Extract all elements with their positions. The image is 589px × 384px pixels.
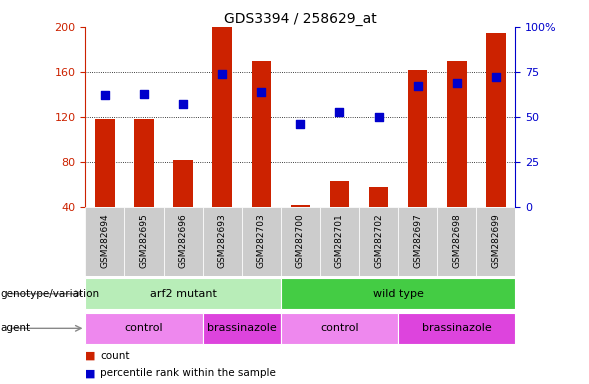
Point — [257, 89, 266, 95]
Text: GSM282696: GSM282696 — [178, 213, 188, 268]
Bar — [252, 61, 271, 207]
Text: GSM282693: GSM282693 — [218, 213, 227, 268]
Point — [217, 71, 227, 77]
Bar — [241, 207, 281, 276]
Bar — [369, 187, 388, 207]
Text: wild type: wild type — [373, 289, 423, 299]
Text: brassinazole: brassinazole — [422, 323, 492, 333]
Bar — [486, 33, 505, 207]
Text: brassinazole: brassinazole — [207, 323, 277, 333]
Bar — [281, 207, 320, 276]
Point — [335, 109, 344, 115]
Text: ■: ■ — [85, 368, 100, 378]
Point — [178, 101, 188, 108]
Text: ■: ■ — [85, 351, 100, 361]
Text: GSM282695: GSM282695 — [140, 213, 148, 268]
Bar — [359, 207, 398, 276]
Text: GSM282703: GSM282703 — [257, 213, 266, 268]
Bar — [213, 27, 232, 207]
Bar — [290, 205, 310, 207]
Bar — [320, 207, 359, 276]
Bar — [203, 313, 281, 344]
Bar — [330, 181, 349, 207]
Point — [140, 91, 149, 97]
Text: GSM282700: GSM282700 — [296, 213, 305, 268]
Point — [452, 80, 461, 86]
Bar — [85, 313, 203, 344]
Bar — [134, 119, 154, 207]
Title: GDS3394 / 258629_at: GDS3394 / 258629_at — [224, 12, 377, 26]
Point — [100, 93, 110, 99]
Text: GSM282699: GSM282699 — [491, 213, 500, 268]
Text: control: control — [320, 323, 359, 333]
Bar — [437, 207, 477, 276]
Text: percentile rank within the sample: percentile rank within the sample — [100, 368, 276, 378]
Text: genotype/variation: genotype/variation — [0, 289, 99, 299]
Point — [413, 83, 422, 89]
Text: GSM282701: GSM282701 — [335, 213, 344, 268]
Bar — [281, 278, 515, 310]
Text: agent: agent — [0, 323, 30, 333]
Bar — [173, 160, 193, 207]
Text: control: control — [125, 323, 163, 333]
Bar — [398, 313, 515, 344]
Text: GSM282698: GSM282698 — [452, 213, 461, 268]
Text: GSM282697: GSM282697 — [413, 213, 422, 268]
Point — [296, 121, 305, 127]
Bar — [203, 207, 241, 276]
Text: GSM282702: GSM282702 — [374, 213, 383, 268]
Text: count: count — [100, 351, 130, 361]
Bar — [477, 207, 515, 276]
Text: arf2 mutant: arf2 mutant — [150, 289, 217, 299]
Bar — [85, 207, 124, 276]
Bar — [447, 61, 466, 207]
Bar — [164, 207, 203, 276]
Point — [374, 114, 383, 120]
Bar — [95, 119, 115, 207]
Bar — [85, 278, 281, 310]
Point — [491, 74, 501, 81]
Bar — [124, 207, 164, 276]
Bar — [398, 207, 437, 276]
Text: GSM282694: GSM282694 — [101, 213, 110, 268]
Bar — [408, 70, 428, 207]
Bar — [281, 313, 398, 344]
